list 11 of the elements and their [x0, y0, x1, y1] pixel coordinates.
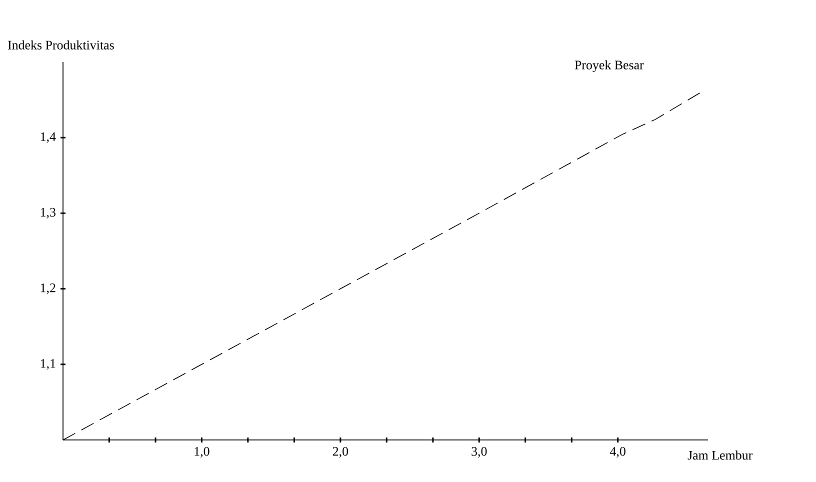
y-axis-title: Indeks Produktivitas	[8, 40, 114, 50]
x-tick-label: 3,0	[472, 446, 487, 458]
x-tick-label: 4,0	[610, 446, 626, 458]
text: Proyek Besar	[574, 60, 644, 72]
x-tick-label: 2,0	[332, 446, 348, 458]
y-tick-label: 1,4	[40, 132, 56, 143]
y-tick-label: 1,2	[40, 284, 56, 294]
y-tick-label: 1,1	[40, 359, 56, 370]
x-tick-label: 1,0	[194, 446, 210, 458]
x-axis-title: Jam Lembur	[688, 450, 753, 460]
y-tick-label: 1,3	[40, 208, 56, 218]
